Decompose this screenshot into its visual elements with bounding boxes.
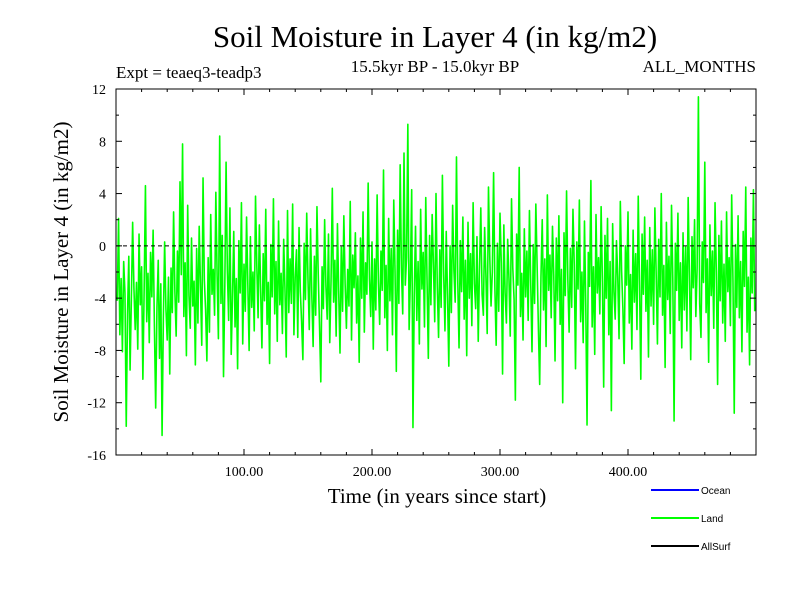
x-axis-ticks: 100.00 200.00 300.00 400.00: [141, 89, 731, 480]
months-label: ALL_MONTHS: [643, 57, 756, 76]
series-layer: [116, 96, 756, 437]
y-tick-label: 4: [99, 188, 106, 203]
y-tick-label: 12: [92, 83, 106, 98]
x-tick-label: 100.00: [225, 465, 264, 480]
y-tick-label: -8: [94, 344, 106, 359]
legend-label-ocean: Ocean: [701, 486, 730, 497]
x-axis-label: Time (in years since start): [328, 484, 547, 508]
series-line-land: [116, 96, 756, 437]
y-tick-label: -16: [87, 449, 106, 464]
y-axis-label: Soil Moisture in Layer 4 (in kg/m2): [49, 122, 73, 423]
plot-area: 12 8 4 0 -4 -8 -12 -16 100.00 200.00 300.00 400.00: [87, 83, 757, 480]
legend-label-land: Land: [701, 514, 723, 525]
experiment-label: Expt = teaeq3-teadp3: [116, 63, 262, 82]
x-tick-label: 200.00: [353, 465, 392, 480]
x-tick-label: 400.00: [609, 465, 648, 480]
y-tick-label: 0: [99, 240, 106, 255]
y-tick-label: -4: [94, 292, 106, 307]
chart-title: Soil Moisture in Layer 4 (in kg/m2): [213, 19, 657, 54]
y-tick-label: -12: [87, 397, 106, 412]
y-tick-label: 8: [99, 135, 106, 150]
chart-subtitle: 15.5kyr BP - 15.0kyr BP: [351, 57, 519, 76]
x-tick-label: 300.00: [481, 465, 520, 480]
legend-label-allsurf: AllSurf: [701, 542, 731, 553]
y-axis-ticks: 12 8 4 0 -4 -8 -12 -16: [87, 83, 756, 464]
legend: Ocean Land AllSurf: [651, 486, 731, 553]
